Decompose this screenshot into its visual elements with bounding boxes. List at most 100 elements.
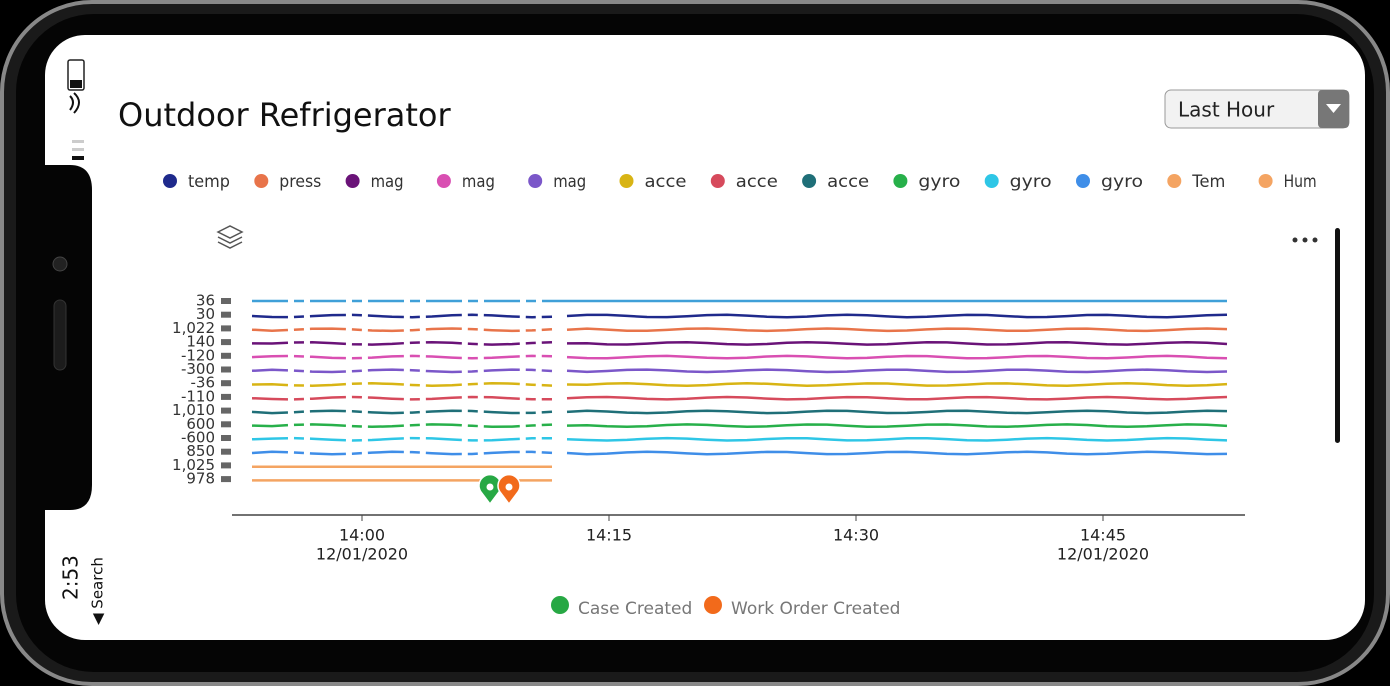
legend-swatch [710,174,725,188]
lane-line [251,313,553,319]
lane-line [251,382,553,387]
lane-line [566,368,1228,374]
legend-label[interactable]: mag [371,172,404,192]
lane-icon [221,462,231,469]
screen [45,35,1365,640]
x-tick-time: 14:00 [339,526,385,545]
legend-swatch [1258,174,1273,188]
page-title: Outdoor Refrigerator [118,96,452,134]
lane-icon [221,298,231,304]
legend-label[interactable]: gyro [918,172,960,192]
lane-line [566,450,1228,456]
lane-icon [221,311,231,318]
x-tick-time: 14:30 [833,526,879,545]
x-tick-date: 12/01/2020 [1057,545,1149,564]
legend-label[interactable]: press [279,172,321,192]
lane-icon [221,393,231,400]
legend-swatch [1167,174,1182,188]
lane-icon [221,352,231,359]
lane-label: 36 [196,292,215,310]
legend-label[interactable]: gyro [1010,172,1052,192]
lane-line [566,409,1228,415]
legend-swatch [802,174,817,188]
notch [45,165,92,510]
lane-line [251,368,553,374]
range-dropdown[interactable]: Last Hour [1164,89,1350,129]
lane-line [251,450,553,456]
lane-label: -300 [181,360,215,378]
legend-swatch [619,174,634,188]
event-legend-label[interactable]: Work Order Created [731,599,900,619]
lane-line [566,354,1228,360]
lane-label: -120 [181,346,215,364]
lane-label: 978 [186,470,215,488]
legend-swatch [1076,174,1090,188]
lane-icon [221,339,231,346]
lane-icon [221,421,231,428]
lane-line [566,327,1228,333]
lane-icon [221,407,231,414]
lane-label: 140 [186,333,215,351]
speaker [53,299,67,371]
lane-line [566,313,1228,319]
event-legend-swatch [704,596,722,614]
lane-line [251,395,553,401]
lane-icon [221,380,231,387]
lane-icon [221,476,231,483]
legend-label[interactable]: acce [645,172,687,192]
camera [52,256,68,272]
lane-line [566,340,1228,346]
event-pin-dot [486,483,494,491]
status-icons [67,59,85,160]
lane-line [566,395,1228,401]
legend-swatch [984,174,999,188]
lane-label: -110 [181,387,215,405]
legend-swatch [436,174,451,188]
legend-label[interactable]: mag [462,172,495,192]
legend-label[interactable]: gyro [1101,172,1143,192]
legend-swatch [254,174,269,188]
lane-line [251,340,553,346]
lane-icon [221,448,231,455]
x-tick-time: 14:45 [1080,526,1126,545]
lane-label: -600 [181,429,215,447]
x-tick-time: 14:15 [586,526,632,545]
lane-line [566,423,1228,429]
legend-label[interactable]: Tem [1191,172,1225,192]
legend-label[interactable]: acce [736,172,778,192]
lane-icon [221,366,231,373]
lane-icon [221,325,231,332]
legend-label[interactable]: Hum [1284,172,1317,192]
lane-label: 1,010 [172,401,215,419]
lane-line [251,423,553,429]
legend-label[interactable]: temp [188,172,230,192]
legend-swatch [893,174,908,188]
lane-line [566,436,1228,442]
lane-label: 30 [196,305,215,323]
x-tick-date: 12/01/2020 [316,545,408,564]
lane-icon [221,435,231,441]
legend-label[interactable]: acce [827,172,869,192]
lane-line [251,436,553,442]
scrollbar [1335,228,1340,443]
layers-icon[interactable] [216,225,244,249]
back-link[interactable]: ◀ Search [89,557,107,625]
dropdown-value[interactable]: Last Hour [1178,98,1275,122]
dropdown-arrow [1326,104,1341,113]
lane-line [566,382,1228,387]
event-legend-swatch [551,596,569,614]
lane-label: 1,022 [172,319,215,337]
event-legend-label[interactable]: Case Created [578,599,692,619]
lane-label: 600 [186,415,215,433]
lane-label: 1,025 [172,456,215,474]
lane-label: -36 [191,374,216,392]
lane-line [251,409,553,415]
event-pin-dot [505,483,513,491]
legend-swatch [528,174,543,188]
lane-label: 850 [186,442,215,460]
legend-label[interactable]: mag [553,172,586,192]
legend-swatch [345,174,360,188]
more-menu[interactable] [1292,237,1318,243]
